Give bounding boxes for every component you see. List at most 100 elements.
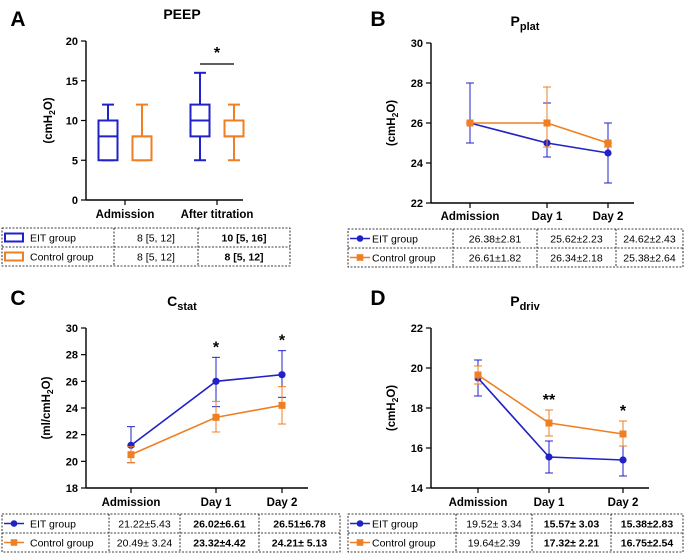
data-point <box>278 371 286 379</box>
series-line <box>469 122 609 154</box>
box-iqr <box>223 119 245 138</box>
x-tick-label: Day 2 <box>593 211 624 223</box>
x-tick-label: Day 1 <box>201 497 232 509</box>
table-cell: 10 [5, 16] <box>222 233 267 245</box>
y-tick-label: 22 <box>411 198 423 210</box>
table-cell: 15.38±2.83 <box>621 519 674 531</box>
table-cell: 20.49± 3.24 <box>117 538 173 550</box>
y-tick-label: 20 <box>66 36 78 48</box>
x-tick-label: Day 1 <box>534 497 565 509</box>
table-border <box>1 227 291 267</box>
y-tick-label: 15 <box>66 76 78 88</box>
panel-letter: D <box>370 287 385 310</box>
series-eit <box>474 359 627 477</box>
x-tick-label: Day 2 <box>267 497 298 509</box>
table-row-label: EIT group <box>372 234 418 246</box>
table-cell: 26.02±6.61 <box>193 519 246 531</box>
x-tick-label: After titration <box>181 209 254 221</box>
data-point <box>545 419 553 427</box>
y-axis-label: (cmH2O) <box>386 100 400 146</box>
y-axis-label: (cmH2O) <box>386 385 400 431</box>
y-tick-label: 20 <box>66 456 78 468</box>
data-point <box>466 119 474 127</box>
y-tick-label: 18 <box>411 403 423 415</box>
legend-marker <box>356 520 364 527</box>
y-tick-label: 16 <box>411 443 423 455</box>
data-point <box>604 149 612 157</box>
data-point <box>127 451 135 459</box>
panel-letter: A <box>10 8 25 31</box>
y-tick-label: 26 <box>411 118 423 130</box>
data-table: EIT group 19.52± 3.34 15.57± 3.03 15.38±2.8… <box>347 513 684 553</box>
y-tick-label: 24 <box>411 158 424 170</box>
box-iqr <box>131 135 153 162</box>
x-tick-label: Day 2 <box>608 497 639 509</box>
data-table: EIT group 21.22±5.43 26.02±6.61 26.51±6.78 C… <box>1 513 341 553</box>
table-cell: 19.52± 3.34 <box>466 519 522 531</box>
panel-c: C Cstat (ml/cmH2O) 18 20 22 24 26 28 30 Admission D… <box>1 287 341 553</box>
significance-star: * <box>214 45 221 62</box>
table-cell: 19.64±2.39 <box>468 538 521 550</box>
table-cell: 21.22±5.43 <box>118 519 171 531</box>
y-tick-label: 5 <box>72 155 78 167</box>
y-tick-label: 22 <box>411 323 423 335</box>
data-point <box>545 453 553 461</box>
table-cell: 24.62±2.43 <box>623 234 676 246</box>
significance-star: * <box>620 403 627 420</box>
x-tick-label: Admission <box>102 497 161 509</box>
box-control <box>131 103 153 162</box>
table-cell: 26.51±6.78 <box>273 519 326 531</box>
chart-title: Pplat <box>511 13 540 33</box>
data-point <box>212 413 220 421</box>
data-table: EIT group 8 [5, 12] 10 [5, 16] Control grou… <box>1 227 291 267</box>
significance-star: ** <box>543 392 556 409</box>
table-cell: 25.38±2.64 <box>623 253 676 265</box>
x-tick-label: Day 1 <box>532 211 563 223</box>
y-tick-label: 14 <box>411 483 424 495</box>
significance-star: * <box>279 333 286 350</box>
data-point <box>604 139 612 147</box>
panel-a: A PEEP (cmH2O) 0 5 10 15 20 Admission After titra… <box>1 6 291 267</box>
y-tick-label: 22 <box>66 430 78 442</box>
panel-letter: B <box>370 8 385 31</box>
chart-title: Cstat <box>167 293 197 313</box>
data-point <box>619 430 627 438</box>
data-point <box>619 456 627 464</box>
series-eit <box>466 82 612 184</box>
chart-title: PEEP <box>163 6 200 22</box>
data-point <box>543 119 551 127</box>
series-line <box>130 404 283 456</box>
table-cell: 15.57± 3.03 <box>544 519 600 531</box>
y-tick-label: 28 <box>411 78 423 90</box>
series-control <box>127 386 286 464</box>
y-tick-label: 30 <box>411 38 423 50</box>
table-cell: 23.32±4.42 <box>193 538 246 550</box>
box-iqr <box>97 119 119 162</box>
table-cell: 26.61±1.82 <box>469 253 522 265</box>
data-point <box>474 371 482 379</box>
legend-marker <box>4 251 24 262</box>
table-cell: 8 [5, 12] <box>137 233 175 245</box>
y-axis-label: (ml/cmH2O) <box>41 376 55 439</box>
panel-d: D Pdriv (cmH2O) 14 16 18 20 22 Admission Day 1 Day… <box>347 287 684 553</box>
table-cell: 8 [5, 12] <box>224 252 263 264</box>
y-tick-label: 18 <box>66 483 78 495</box>
legend-marker <box>4 232 24 243</box>
y-tick-label: 28 <box>66 350 78 362</box>
table-row-label: EIT group <box>30 233 76 245</box>
legend-marker <box>356 235 364 242</box>
table-cell: 26.38±2.81 <box>469 234 522 246</box>
x-tick-label: Admission <box>449 497 508 509</box>
series-control <box>474 365 627 447</box>
chart-title: Pdriv <box>510 293 540 313</box>
y-tick-label: 10 <box>66 116 78 128</box>
data-point <box>278 401 286 409</box>
legend-marker <box>10 539 18 546</box>
box-eit <box>189 71 211 162</box>
box-control <box>223 103 245 162</box>
table-cell: 24.21± 5.13 <box>272 538 328 550</box>
x-tick-label: Admission <box>441 211 500 223</box>
panel-b: B Pplat (cmH2O) 22 24 26 28 30 Admission Day 1 Day… <box>347 8 684 268</box>
table-row-label: Control group <box>372 538 436 550</box>
table-border <box>347 513 684 553</box>
